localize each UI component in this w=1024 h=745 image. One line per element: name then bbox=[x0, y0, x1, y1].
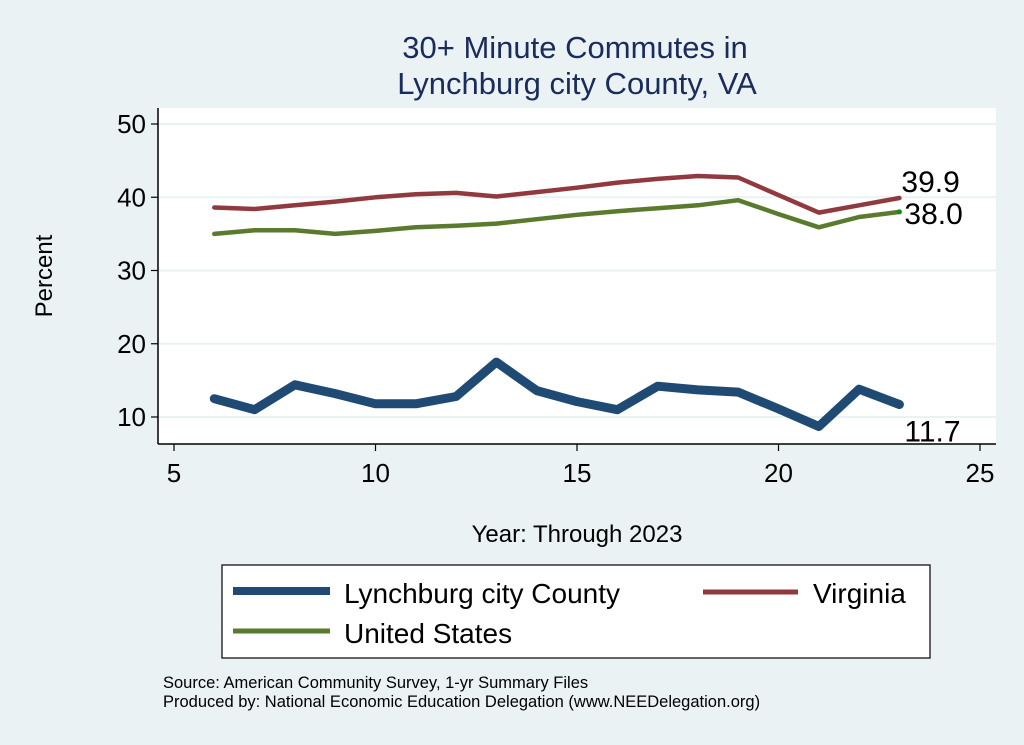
legend: Lynchburg city County Virginia United St… bbox=[221, 564, 931, 659]
x-tick-label: 5 bbox=[167, 458, 181, 488]
source-note: Source: American Community Survey, 1-yr … bbox=[163, 674, 588, 692]
y-tick-label: 50 bbox=[117, 109, 146, 139]
y-tick-label: 40 bbox=[117, 182, 146, 212]
legend-label-lynchburg: Lynchburg city County bbox=[344, 578, 620, 609]
legend-label-virginia: Virginia bbox=[813, 578, 906, 609]
series-line-virginia bbox=[212, 173, 902, 215]
x-axis-label: Year: Through 2023 bbox=[472, 521, 683, 548]
y-tick-label: 10 bbox=[117, 402, 146, 432]
chart-title-line-2: Lynchburg city County, VA bbox=[397, 66, 757, 101]
x-tick-label: 25 bbox=[966, 458, 995, 488]
y-axis-label: Percent bbox=[31, 234, 58, 317]
producer-note: Produced by: National Economic Education… bbox=[163, 693, 760, 711]
x-tick-label: 15 bbox=[563, 458, 592, 488]
end-label-united-states: 38.0 bbox=[904, 198, 962, 231]
end-label-virginia: 39.9 bbox=[901, 166, 959, 199]
y-tick-label: 30 bbox=[117, 256, 146, 286]
legend-label-united-states: United States bbox=[344, 618, 512, 649]
chart-title-line-1: 30+ Minute Commutes in bbox=[402, 30, 747, 65]
series-line-lynchburg bbox=[209, 357, 904, 431]
series-line-united-states bbox=[212, 197, 902, 237]
legend-box bbox=[221, 564, 931, 659]
end-marker-united-states bbox=[896, 209, 902, 215]
x-tick-label: 10 bbox=[361, 458, 390, 488]
x-tick-label: 20 bbox=[764, 458, 793, 488]
end-label-lynchburg: 11.7 bbox=[904, 416, 960, 449]
y-tick-label: 20 bbox=[117, 329, 146, 359]
